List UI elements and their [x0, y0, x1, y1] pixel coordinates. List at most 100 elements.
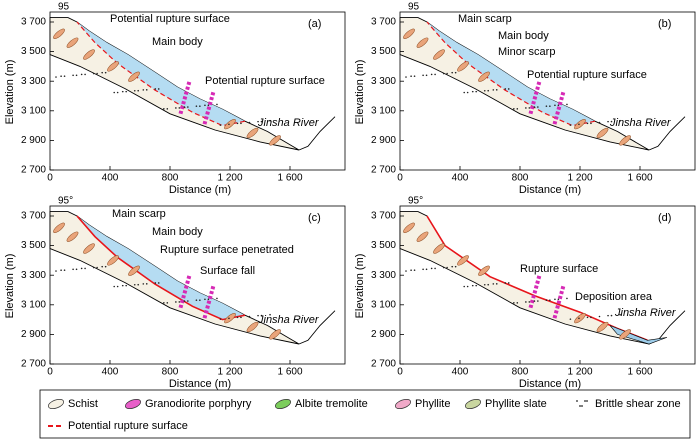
x-tick-label: 800 — [512, 367, 529, 378]
shear-dot — [442, 266, 445, 269]
x-tick-label: 400 — [102, 173, 119, 184]
rupture-line — [76, 215, 246, 321]
shear-dot — [451, 71, 454, 74]
shear-dot — [113, 285, 115, 288]
y-tick-label: 2 700 — [371, 165, 396, 176]
shear-dot — [475, 284, 478, 287]
shear-dot — [525, 107, 527, 109]
annotation: Jinsha River — [257, 314, 320, 326]
shear-dot — [204, 104, 206, 107]
legend-label: Phyllite — [415, 398, 450, 410]
shear-dot — [487, 283, 490, 286]
shear-dot — [405, 76, 407, 78]
panel-label: (d) — [658, 212, 671, 224]
rupture-line — [76, 21, 246, 127]
legend-swatch — [584, 400, 586, 402]
annotation: Minor scarp — [498, 46, 555, 58]
shear-dot — [101, 71, 103, 74]
shear-dot — [434, 267, 436, 270]
shear-dot — [586, 316, 589, 319]
angle-label: 95° — [58, 196, 73, 207]
y-tick-label: 3 700 — [21, 211, 46, 222]
shear-dot — [219, 318, 222, 320]
shear-dot — [55, 270, 57, 272]
shear-dot — [451, 265, 454, 268]
y-tick-label: 3 700 — [371, 17, 396, 28]
shear-dot — [569, 124, 572, 126]
shear-dot — [554, 104, 556, 107]
shear-dot — [430, 267, 433, 270]
annotation: Rupture surface penetrated — [160, 244, 294, 256]
schist-lens — [269, 329, 281, 340]
shear-dot — [610, 314, 613, 317]
dike — [528, 274, 542, 309]
shear-dot — [72, 268, 74, 271]
legend-swatch — [581, 405, 583, 407]
shear-dot — [545, 299, 548, 301]
shear-dot — [495, 89, 498, 91]
shear-dot — [116, 285, 119, 288]
shear-dot — [240, 122, 242, 125]
shear-dot — [236, 122, 239, 125]
y-tick-label: 3 700 — [371, 211, 396, 222]
legend-swatch — [576, 400, 578, 402]
shear-dot — [463, 91, 466, 94]
shear-dot — [566, 103, 568, 106]
panel: 0 400 800 1 200 1 600 2 700 2 900 3 100 3 300 3 5… — [354, 2, 696, 196]
x-tick-label: 1 600 — [627, 173, 652, 184]
shear-dot — [145, 89, 148, 91]
x-tick-label: 1 200 — [567, 173, 592, 184]
shear-dot — [405, 270, 407, 272]
schist-lens — [246, 321, 259, 333]
shear-dot — [466, 91, 469, 94]
x-tick-label: 1 600 — [627, 367, 652, 378]
shear-dot — [92, 72, 95, 75]
legend-label: Schist — [68, 398, 98, 410]
x-axis-label: Distance (m) — [169, 378, 231, 390]
shear-dot — [475, 90, 478, 93]
schist-lens — [403, 28, 415, 39]
annotation: Jinsha River — [257, 117, 320, 129]
shear-dot — [121, 90, 124, 93]
shear-dot — [483, 283, 486, 286]
shear-dot — [578, 317, 580, 320]
shear-dot — [610, 120, 613, 123]
shear-dot — [528, 301, 531, 303]
y-tick-label: 3 500 — [21, 46, 46, 57]
shear-dot — [590, 122, 592, 125]
shear-dot — [619, 313, 621, 316]
shear-dot — [116, 91, 119, 94]
shear-dot — [554, 298, 556, 301]
shear-dot — [228, 317, 230, 320]
shear-dot — [483, 89, 486, 92]
annotation: Main scarp — [458, 13, 512, 25]
y-tick-label: 3 500 — [371, 240, 396, 251]
shear-dot — [154, 282, 157, 284]
annotation: Potential rupture surface — [527, 69, 647, 81]
shear-dot — [533, 106, 536, 108]
annotation: Rupture surface — [520, 263, 598, 275]
shear-dot — [75, 268, 78, 271]
shear-dot — [504, 282, 507, 284]
sliding-mass — [427, 22, 595, 126]
annotation: Potential rupture surface — [110, 13, 230, 25]
y-tick-label: 3 300 — [371, 76, 396, 87]
shear-dot — [434, 73, 436, 76]
shear-dot — [537, 300, 539, 302]
x-tick-label: 1 600 — [277, 173, 302, 184]
panel-label: (a) — [308, 18, 321, 30]
dike — [178, 274, 192, 309]
shear-dot — [410, 75, 412, 77]
shear-dot — [236, 316, 239, 319]
shear-dot — [525, 301, 527, 303]
x-axis-label: Distance (m) — [519, 184, 581, 196]
shear-dot — [566, 297, 568, 300]
shear-dot — [207, 104, 210, 107]
shear-dot — [260, 120, 263, 123]
shear-dot — [178, 301, 181, 303]
annotation: Deposition area — [575, 291, 653, 303]
shear-dot — [422, 74, 424, 77]
legend-swatch — [275, 399, 291, 409]
annotation: Jinsha River — [614, 307, 677, 319]
y-tick-label: 2 700 — [21, 165, 46, 176]
